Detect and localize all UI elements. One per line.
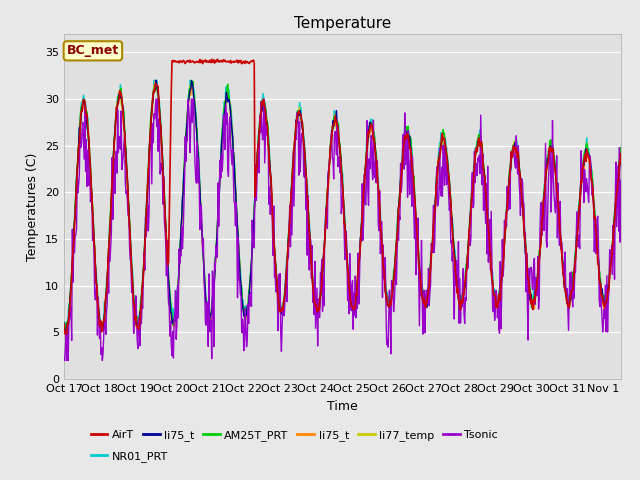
Text: BC_met: BC_met xyxy=(67,44,119,57)
X-axis label: Time: Time xyxy=(327,400,358,413)
Legend: NR01_PRT: NR01_PRT xyxy=(86,446,173,467)
Title: Temperature: Temperature xyxy=(294,16,391,31)
Y-axis label: Temperatures (C): Temperatures (C) xyxy=(26,152,40,261)
